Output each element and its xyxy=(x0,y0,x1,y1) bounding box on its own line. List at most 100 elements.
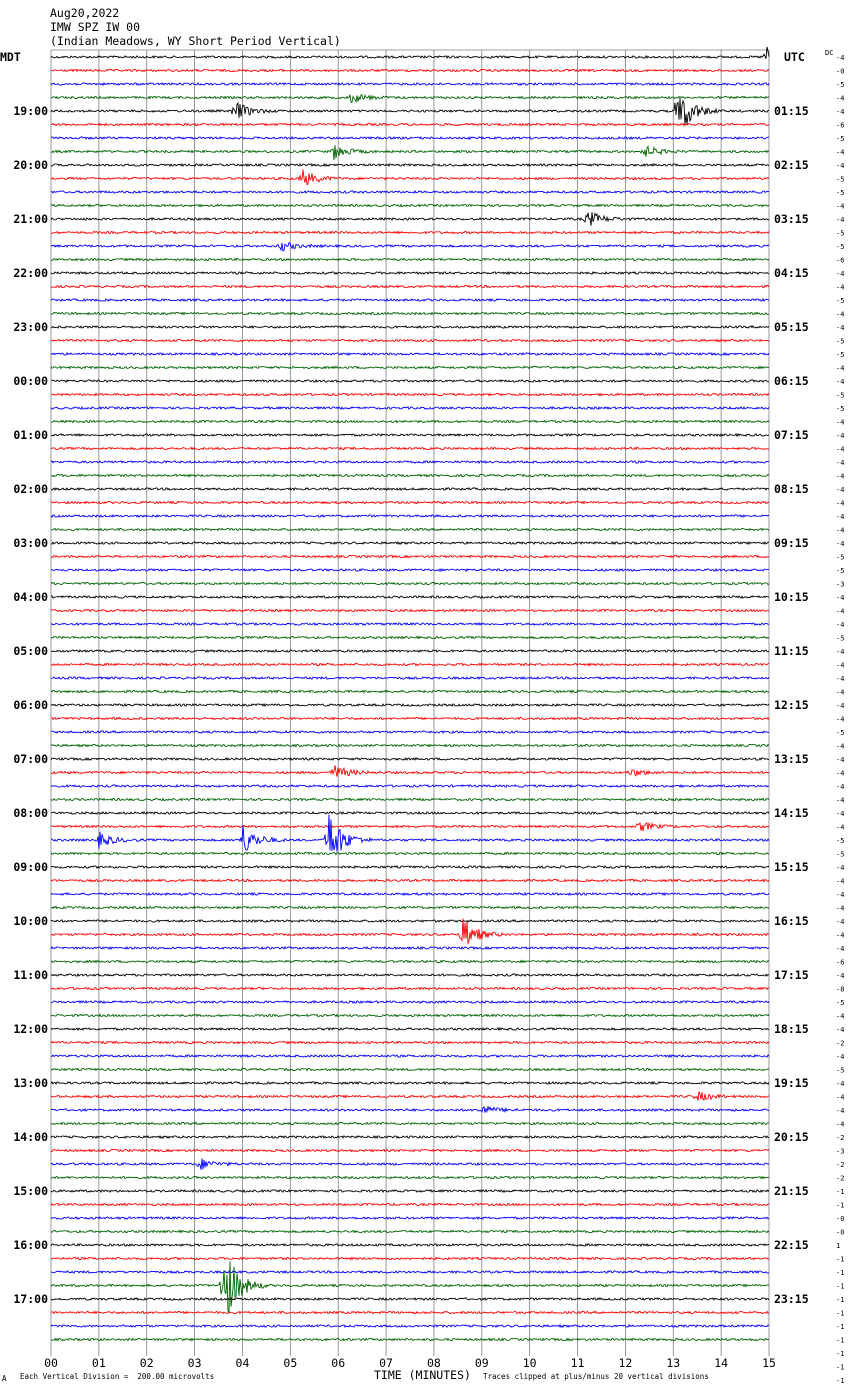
trace-line xyxy=(50,797,770,802)
trace-line xyxy=(50,918,770,923)
left-hour-label: 12:00 xyxy=(13,1022,48,1036)
trace-line xyxy=(50,473,770,478)
left-hour-label: 13:00 xyxy=(13,1076,48,1090)
dc-offset-label: -4 xyxy=(836,216,844,224)
x-tick-label: 01 xyxy=(92,1356,106,1370)
x-tick-label: 06 xyxy=(331,1356,345,1370)
dc-offset-label: -1 xyxy=(836,1202,844,1210)
dc-offset-label: -4 xyxy=(836,1053,844,1061)
trace-line xyxy=(50,514,770,519)
dc-offset-label: -4 xyxy=(836,608,844,616)
dc-offset-label: -5 xyxy=(836,729,844,737)
dc-offset-label: -5 xyxy=(836,999,844,1007)
trace-line xyxy=(50,122,770,127)
dc-offset-label: -5 xyxy=(836,351,844,359)
dc-offset-label: -4 xyxy=(836,918,844,926)
trace-line xyxy=(50,81,770,86)
right-hour-label: 19:15 xyxy=(774,1076,809,1090)
trace-line xyxy=(50,1269,770,1275)
dc-offset-label: -4 xyxy=(836,743,844,751)
right-hour-label: 15:15 xyxy=(774,860,809,874)
left-hour-label: 11:00 xyxy=(13,968,48,982)
dc-offset-label: -4 xyxy=(836,1013,844,1021)
dc-offset-label: -4 xyxy=(836,824,844,832)
dc-offset-label: -4 xyxy=(836,621,844,629)
dc-offset-label: -1 xyxy=(836,1283,844,1291)
dc-offset-label: -4 xyxy=(836,1094,844,1102)
trace-line xyxy=(50,257,770,262)
trace-line xyxy=(50,918,770,946)
left-hour-label: 17:00 xyxy=(13,1292,48,1306)
dc-offset-label: -1 xyxy=(836,1364,844,1372)
dc-offset-label: -4 xyxy=(836,270,844,278)
dc-offset-label: -4 xyxy=(836,527,844,535)
dc-offset-label: -5 xyxy=(836,230,844,238)
x-tick-label: 03 xyxy=(188,1356,202,1370)
dc-offset-label: -4 xyxy=(836,54,844,62)
left-hour-label: 20:00 xyxy=(13,158,48,172)
trace-line xyxy=(50,230,770,235)
dc-offset-label: -4 xyxy=(836,378,844,386)
trace-line xyxy=(50,1216,770,1221)
trace-line xyxy=(50,1158,770,1170)
dc-offset-label: -4 xyxy=(836,149,844,157)
trace-line xyxy=(50,851,770,856)
left-hour-label: 07:00 xyxy=(13,752,48,766)
right-hour-label: 11:15 xyxy=(774,644,809,658)
dc-offset-label: -4 xyxy=(836,945,844,953)
right-hour-label: 06:15 xyxy=(774,374,809,388)
trace-line xyxy=(50,1135,770,1140)
right-hour-label: 21:15 xyxy=(774,1184,809,1198)
trace-line xyxy=(50,46,770,59)
dc-offset-label: -3 xyxy=(836,581,844,589)
dc-offset-label: -4 xyxy=(836,203,844,211)
dc-offset-label: -4 xyxy=(836,797,844,805)
scale-note: Each Vertical Division = 200.00 microvol… xyxy=(20,1372,215,1381)
x-tick-label: 05 xyxy=(283,1356,297,1370)
dc-offset-label: -5 xyxy=(836,243,844,251)
right-timezone-label: UTC xyxy=(784,50,805,64)
dc-offset-label: -4 xyxy=(836,95,844,103)
dc-offset-label: -4 xyxy=(836,1121,844,1129)
dc-offset-label: -1 xyxy=(836,1323,844,1331)
trace-line xyxy=(50,405,770,411)
dc-offset-label: -4 xyxy=(836,446,844,454)
trace-line xyxy=(50,270,770,276)
x-tick-label: 11 xyxy=(571,1356,585,1370)
dc-offset-label: -4 xyxy=(836,972,844,980)
right-hour-label: 18:15 xyxy=(774,1022,809,1036)
left-hour-label: 09:00 xyxy=(13,860,48,874)
station-label: IMW SPZ IW 00 xyxy=(50,20,141,34)
trace-line xyxy=(50,821,770,832)
trace-line xyxy=(50,783,770,789)
trace-line xyxy=(50,554,770,559)
dc-offset-label: -2 xyxy=(836,1134,844,1142)
dc-offset-label: -4 xyxy=(836,311,844,319)
dc-offset-label: -4 xyxy=(836,162,844,170)
left-hour-label: 23:00 xyxy=(13,320,48,334)
dc-offset-label: -4 xyxy=(836,513,844,521)
trace-line xyxy=(50,211,770,226)
trace-line xyxy=(50,581,770,586)
trace-line xyxy=(50,675,770,681)
dc-offset-label: -0 xyxy=(836,68,844,76)
trace-line xyxy=(50,814,770,852)
trace-line xyxy=(50,621,770,627)
left-hour-label: 14:00 xyxy=(13,1130,48,1144)
left-hour-label: 01:00 xyxy=(13,428,48,442)
right-hour-label: 01:15 xyxy=(774,104,809,118)
right-hour-label: 23:15 xyxy=(774,1292,809,1306)
dc-offset-label: -4 xyxy=(836,1080,844,1088)
left-hour-label: 16:00 xyxy=(13,1238,48,1252)
trace-line xyxy=(50,986,770,991)
dc-offset-label: -5 xyxy=(836,851,844,859)
trace-line xyxy=(50,1175,770,1180)
right-hour-label: 14:15 xyxy=(774,806,809,820)
dc-offset-label: -4 xyxy=(836,500,844,508)
trace-line xyxy=(50,1297,770,1302)
left-hour-label: 05:00 xyxy=(13,644,48,658)
dc-offset-label: -5 xyxy=(836,554,844,562)
dc-offset-label: -4 xyxy=(836,648,844,656)
left-hour-label: 06:00 xyxy=(13,698,48,712)
